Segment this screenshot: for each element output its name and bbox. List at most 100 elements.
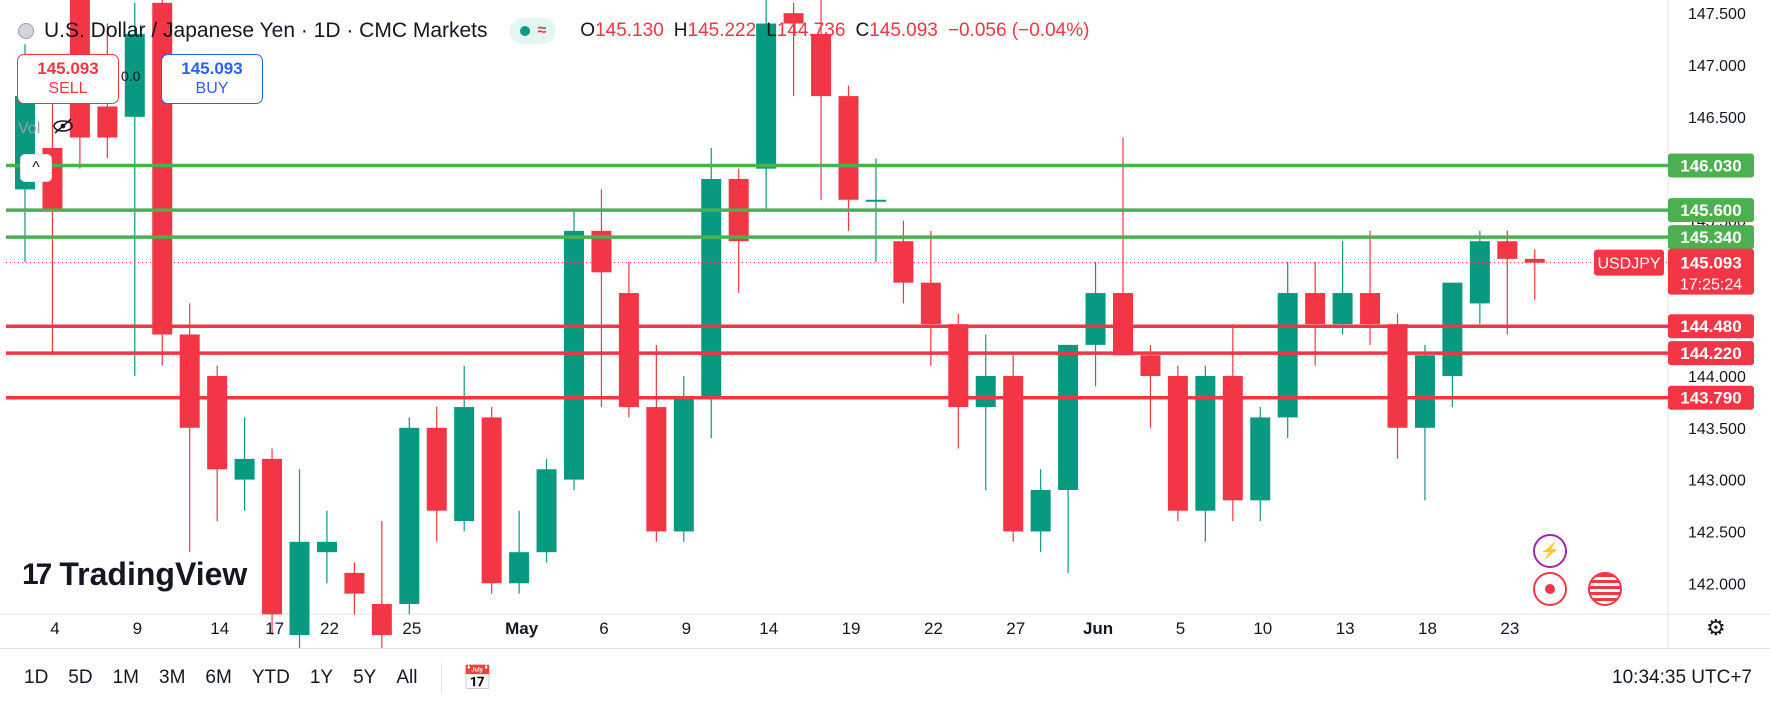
candle-up [701,179,722,397]
candle-down [811,33,832,97]
market-status-badge[interactable]: ≈ [509,18,557,44]
range-all-button[interactable]: All [396,667,418,688]
candle-up [1277,293,1298,418]
close-value: 145.093 [869,20,938,41]
x-tick-label: 25 [402,619,421,638]
range-5y-button[interactable]: 5Y [353,667,377,688]
last-price-label: 145.093 [1680,254,1741,273]
bottom-toolbar: 1D 5D 1M 3M 6M YTD 1Y 5Y All 📅 10:34:35 UTC+7 [0,648,1770,709]
support-level-tag [1668,341,1754,366]
lightning-icon[interactable]: ⚡ [1533,534,1567,568]
buy-button[interactable]: 145.093 BUY [161,54,263,104]
candle-down [1003,375,1024,532]
candle-up [1085,293,1106,345]
tradingview-wordmark: TradingView [59,556,248,592]
support-level-label: 144.480 [1680,317,1741,336]
range-6m-button[interactable]: 6M [205,667,232,688]
x-tick-label: 5 [1176,619,1185,638]
candle-down [948,324,969,408]
market-open-dot-icon [519,26,530,36]
x-tick-label: 23 [1500,619,1519,638]
candle-up [124,33,145,117]
range-1d-button[interactable]: 1D [24,667,49,688]
y-tick-label: 143.000 [1688,473,1746,490]
chevron-up-icon: ^ [32,159,40,176]
buy-label: BUY [195,80,229,97]
x-tick-label: 19 [842,619,861,638]
last-price-tag [1668,248,1754,295]
y-tick-label: 147.000 [1688,58,1746,75]
y-tick-label: 147.500 [1688,6,1746,23]
range-selector: 1D 5D 1M 3M 6M YTD 1Y 5Y All 📅 [14,663,498,693]
symbol-tag-label: USDJPY [1597,256,1660,273]
candle-down [207,375,228,470]
x-tick-label: 9 [133,619,142,638]
us-flag-icon[interactable] [1588,572,1622,606]
ohlc-values: O145.130 H145.222 L144.736 C145.093 −0.0… [580,20,1089,42]
range-1y-button[interactable]: 1Y [309,667,334,688]
volume-label[interactable]: Vol [18,119,41,137]
tradingview-logo[interactable]: 17 TradingView [22,556,247,593]
candle-up [454,407,475,522]
y-tick-label: 143.500 [1688,421,1746,438]
x-tick-label: Jun [1083,619,1113,638]
toolbar-divider [441,663,443,693]
wave-icon: ≈ [537,22,547,39]
candle-down [371,604,392,636]
close-label: C [855,20,870,41]
candle-down [1113,293,1133,356]
symbol-title[interactable]: U.S. Dollar / Japanese Yen · 1D · CMC Ma… [44,19,488,42]
candle-down [179,334,200,428]
x-tick-label: 6 [599,619,608,638]
clock[interactable]: 10:34:35 UTC+7 [1612,667,1752,688]
candle-up [316,541,337,553]
x-tick-label: 9 [682,619,691,638]
spread-value: 0.0 [121,68,141,84]
eye-hidden-icon[interactable] [52,118,74,139]
symbol-tag [1594,249,1664,276]
candle-down [1167,375,1188,511]
candle-down [1360,293,1381,325]
range-3m-button[interactable]: 3M [159,667,186,688]
candle-up [536,469,557,553]
range-5d-button[interactable]: 5D [68,667,93,688]
candle-down [481,417,502,584]
support-level-tag [1668,385,1754,410]
sell-button[interactable]: 145.093 SELL [17,54,119,104]
x-tick-label: 17 [265,619,284,638]
candle-down [1497,241,1518,259]
y-tick-label: 142.000 [1688,576,1746,593]
resistance-level-tag [1668,153,1754,178]
candle-up [1250,417,1271,501]
candle-down [646,407,667,532]
support-level-tag [1668,314,1754,339]
volume-indicator-row: Vol [18,118,74,139]
range-1m-button[interactable]: 1M [112,667,139,688]
countdown-label: 17:25:24 [1680,277,1742,294]
collapse-legend-button[interactable]: ^ [20,154,52,182]
candle-down [97,106,118,138]
open-value: 145.130 [595,20,664,41]
candle-up [975,375,996,408]
candle-down [838,96,859,200]
high-label: H [673,20,688,41]
candle-up [234,458,255,480]
range-ytd-button[interactable]: YTD [251,667,290,688]
x-tick-label: 14 [759,619,778,638]
candle-up [1469,241,1490,304]
candle-up [1442,282,1463,376]
x-tick-label: 4 [50,619,59,638]
x-tick-label: May [505,619,539,638]
calendar-icon[interactable]: 📅 [462,664,493,692]
low-value: 144.736 [776,20,846,41]
chart-settings-gear-icon[interactable]: ⚙ [1706,615,1726,640]
candle-up [399,427,420,604]
sell-price: 145.093 [37,59,99,78]
support-level-label: 143.790 [1680,389,1741,408]
resistance-level-tag [1668,225,1754,250]
record-icon[interactable] [1533,572,1567,606]
candle-up [1195,375,1216,511]
flag-icon [18,23,34,39]
